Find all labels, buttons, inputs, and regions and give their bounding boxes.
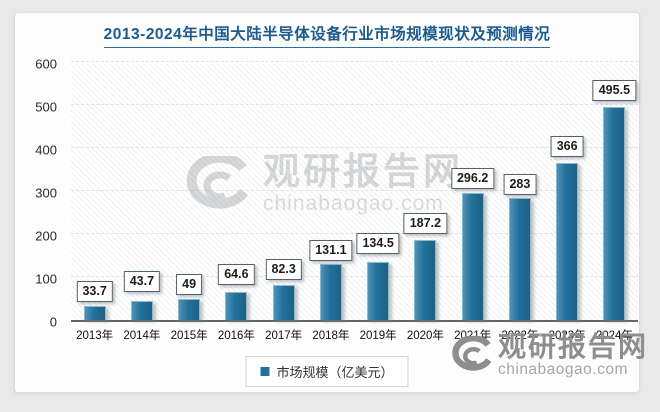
- gridline: [71, 147, 638, 148]
- bar: [414, 239, 437, 320]
- x-tick-label: 2023年: [548, 330, 586, 342]
- y-axis: 0 100 200 300 400 500 600: [15, 58, 63, 329]
- x-tick-label: 2013年: [76, 330, 114, 342]
- x-tick-label: 2022年: [501, 330, 539, 342]
- bar: [83, 305, 106, 320]
- x-tick-label: 2014年: [123, 330, 161, 342]
- x-tick-label: 2015年: [170, 330, 208, 342]
- y-tick-label: 300: [35, 185, 57, 201]
- bar-value-label: 134.5: [356, 233, 400, 255]
- legend: 市场规模（亿美元）: [245, 356, 409, 387]
- bar-value-label: 283: [503, 174, 537, 196]
- bar-value-label: 187.2: [403, 212, 448, 234]
- bars-row: 33.7 43.7 49 64.6 82.3 131.1 134.5 187.2 296.2 28…: [71, 64, 638, 320]
- bar-value-label: 296.2: [450, 167, 495, 189]
- bar-value-label: 49: [176, 274, 203, 295]
- gridline: [71, 276, 638, 277]
- y-tick-label: 600: [35, 56, 57, 72]
- bar-value-label: 82.3: [265, 258, 302, 280]
- bar-value-label: 131.1: [309, 239, 353, 261]
- legend-label: 市场规模（亿美元）: [276, 365, 394, 380]
- x-tick-label: 2020年: [406, 330, 444, 342]
- gridline: [71, 61, 638, 62]
- x-tick-label: 2017年: [265, 330, 303, 342]
- bar-cell: 283: [496, 64, 543, 320]
- y-tick-label: 200: [35, 228, 57, 244]
- bar-value-label: 43.7: [123, 271, 161, 293]
- bar: [319, 263, 342, 320]
- bar: [178, 298, 201, 320]
- bar: [603, 106, 626, 320]
- bar-cell: 33.7: [71, 64, 118, 320]
- legend-swatch: [260, 367, 270, 376]
- bar-value-label: 366: [550, 135, 584, 157]
- bar: [556, 162, 579, 320]
- x-tick-label: 2018年: [312, 330, 350, 342]
- bar: [508, 198, 531, 320]
- bar-value-label: 64.6: [218, 264, 255, 286]
- bar-cell: 49: [166, 64, 213, 320]
- bar-cell: 296.2: [449, 64, 496, 320]
- bar: [461, 192, 484, 320]
- y-tick-label: 500: [35, 99, 57, 115]
- bar-value-label: 33.7: [76, 280, 113, 302]
- chart-title-wrap: 2013-2024年中国大陆半导体设备行业市场规模现状及预测情况: [15, 22, 639, 48]
- bar-cell: 43.7: [118, 64, 165, 320]
- gridline: [71, 233, 638, 234]
- bar-cell: 366: [544, 64, 591, 320]
- y-tick-label: 0: [49, 314, 57, 330]
- gridline: [71, 190, 638, 191]
- x-axis: 2013年 2014年 2015年 2016年 2017年 2018年 2019年 2020年…: [71, 327, 638, 343]
- bar: [130, 301, 153, 320]
- gridline: [71, 104, 638, 105]
- bar: [272, 284, 295, 320]
- x-tick-label: 2024年: [595, 330, 633, 342]
- bar: [367, 262, 390, 320]
- bar: [225, 292, 248, 320]
- chart-card: 2013-2024年中国大陆半导体设备行业市场规模现状及预测情况 0 100 200…: [14, 12, 640, 393]
- bar-cell: 134.5: [355, 64, 402, 320]
- bar-cell: 131.1: [307, 64, 354, 320]
- y-tick-label: 400: [35, 142, 57, 158]
- x-tick-label: 2019年: [359, 330, 397, 342]
- x-tick-label: 2016年: [217, 330, 255, 342]
- plot-area: 33.7 43.7 49 64.6 82.3 131.1 134.5 187.2 296.2 28…: [71, 61, 638, 322]
- bar-cell: 64.6: [213, 64, 260, 320]
- chart-title: 2013-2024年中国大陆半导体设备行业市场规模现状及预测情况: [103, 22, 551, 48]
- bar-cell: 187.2: [402, 64, 449, 320]
- bar-value-label: 495.5: [592, 80, 637, 101]
- bar-cell: 82.3: [260, 64, 307, 320]
- bar-cell: 495.5: [591, 64, 638, 320]
- x-tick-label: 2021年: [454, 330, 492, 342]
- y-tick-label: 100: [35, 271, 57, 287]
